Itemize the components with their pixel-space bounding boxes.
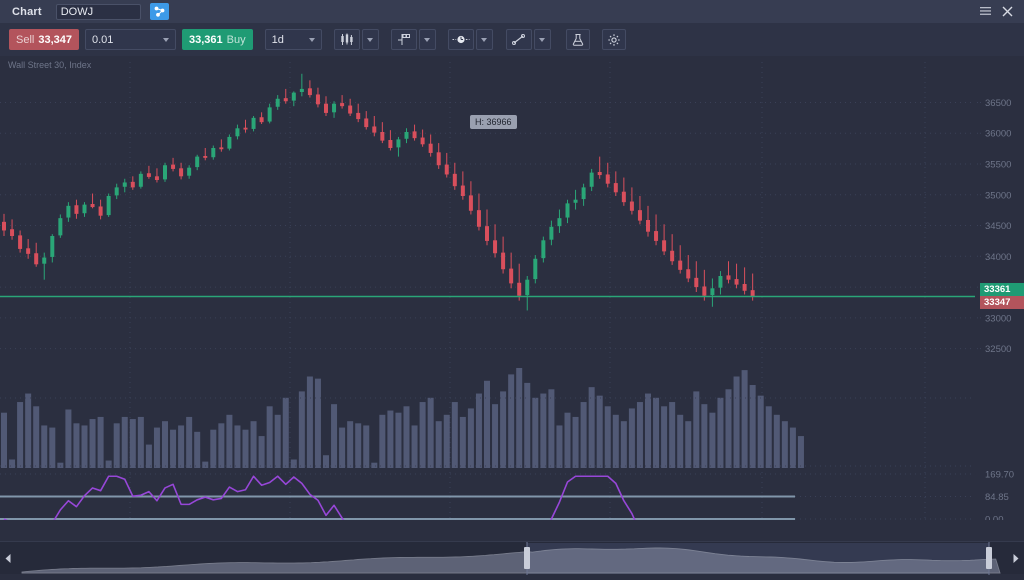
nav-right-handle[interactable] [986,547,992,569]
hamburger-menu-icon[interactable] [977,3,994,20]
chevron-down-icon [424,37,431,42]
svg-text:34000: 34000 [985,252,1011,263]
settings-button[interactable] [601,29,626,50]
quantity-select[interactable]: 0.01 [85,29,176,50]
svg-text:35000: 35000 [985,190,1011,201]
chart-type-button[interactable] [333,29,360,50]
nav-right-arrow-icon[interactable] [1009,550,1022,566]
clock-session-icon [452,35,470,44]
nav-left-handle[interactable] [524,547,530,569]
link-nodes-icon[interactable] [149,3,169,20]
sell-price-tag: 33347 [980,296,1024,310]
sell-price: 33,347 [38,33,72,46]
svg-text:34500: 34500 [985,221,1011,232]
svg-text:36000: 36000 [985,129,1011,140]
svg-text:36500: 36500 [985,98,1011,109]
timeframe-value: 1d [271,33,284,46]
chevron-down-icon [308,37,315,42]
close-icon[interactable] [999,3,1016,20]
navigator-preview [21,542,1001,575]
range-navigator[interactable] [0,541,1024,575]
timeframe-select[interactable]: 1d [264,29,322,50]
trendline-icon [511,34,525,45]
sell-label: Sell [16,33,35,46]
chevron-down-icon [539,37,546,42]
high-price-tooltip: H: 36966 [470,115,517,129]
svg-text:169.70: 169.70 [985,470,1014,481]
svg-text:0.00: 0.00 [985,515,1004,521]
compare-symbol-button[interactable] [390,29,417,50]
chevron-down-icon [163,37,169,42]
sell-button[interactable]: Sell 33,347 [9,29,79,50]
chevron-down-icon [481,37,488,42]
title-bar: Chart [0,0,1024,23]
svg-text:84.85: 84.85 [985,492,1009,503]
window-title: Chart [12,5,42,18]
drawing-tool-dropdown[interactable] [533,29,551,50]
compare-symbol-icon [397,34,410,45]
svg-text:32500: 32500 [985,344,1011,355]
drawing-tool-button[interactable] [505,29,532,50]
svg-text:35500: 35500 [985,160,1011,171]
chart-plot: 3650036000355003500034500340003350033000… [0,62,1014,521]
chart-subtitle: Wall Street 30, Index [8,60,92,70]
svg-text:33000: 33000 [985,313,1011,324]
indicator-button[interactable] [565,29,590,50]
buy-button[interactable]: 33,361 Buy [182,29,253,50]
quantity-value: 0.01 [92,33,114,46]
session-button[interactable] [447,29,474,50]
flask-indicator-icon [572,33,583,46]
candlestick-icon [340,33,353,45]
chart-toolbar: Sell 33,347 0.01 33,361 Buy 1d [0,23,1024,56]
chart-canvas[interactable]: 3650036000355003500034500340003350033000… [0,56,1024,520]
session-dropdown[interactable] [475,29,493,50]
chevron-down-icon [367,37,374,42]
gear-icon [607,33,620,46]
window-controls [977,3,1020,20]
compare-symbol-dropdown[interactable] [418,29,436,50]
buy-label: Buy [226,33,246,46]
symbol-input[interactable] [55,3,141,20]
buy-price-tag: 33361 [980,283,1024,297]
chart-type-dropdown[interactable] [361,29,379,50]
nav-left-arrow-icon[interactable] [2,550,15,566]
buy-price: 33,361 [189,33,223,46]
